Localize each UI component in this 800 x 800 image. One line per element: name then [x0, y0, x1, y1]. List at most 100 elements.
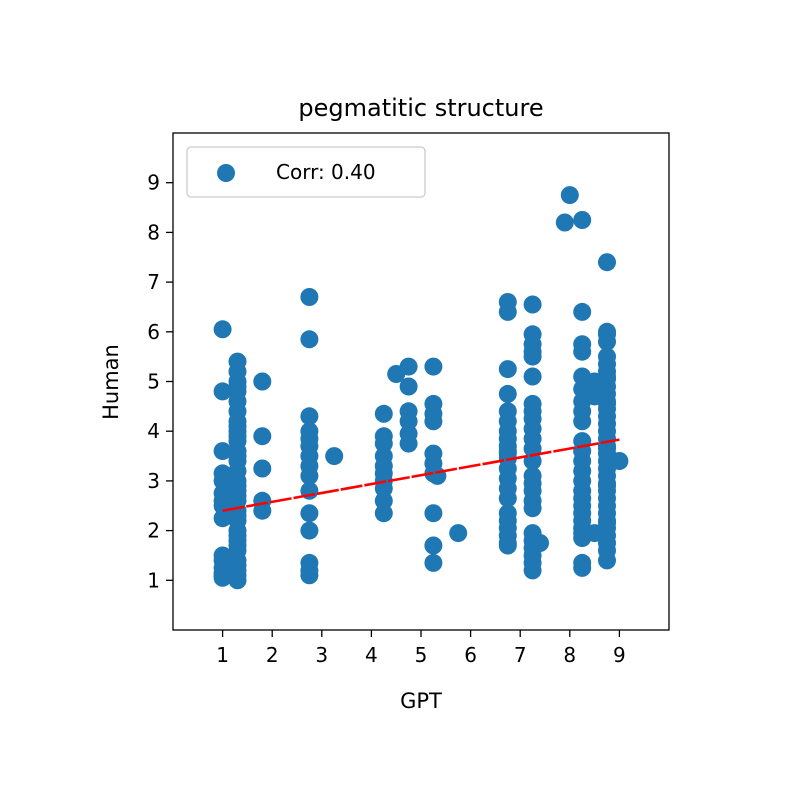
data-point: [300, 407, 319, 426]
data-point: [300, 466, 319, 485]
y-tick-label: 2: [147, 519, 160, 543]
data-point: [228, 377, 247, 396]
data-point: [573, 211, 592, 229]
data-point: [399, 357, 418, 376]
x-tick-label: 3: [315, 643, 328, 667]
y-tick-label: 5: [147, 370, 160, 394]
trend-layer: [222, 438, 620, 512]
data-point: [610, 452, 629, 470]
data-point: [228, 566, 247, 585]
data-point: [213, 551, 232, 570]
data-point: [498, 302, 517, 321]
data-point: [523, 561, 542, 580]
data-point: [573, 342, 592, 361]
data-point: [228, 427, 247, 446]
data-point: [325, 447, 344, 466]
data-point: [573, 302, 592, 321]
data-point: [531, 534, 549, 552]
data-point: [598, 253, 616, 272]
y-tick-label: 6: [147, 320, 160, 344]
data-point: [424, 536, 443, 555]
data-point: [598, 439, 616, 458]
data-point: [598, 325, 616, 344]
y-axis-label: Human: [99, 344, 123, 420]
data-point: [300, 521, 319, 540]
data-point: [498, 536, 517, 555]
data-point: [399, 434, 418, 453]
data-point: [523, 367, 542, 386]
data-point: [498, 489, 517, 508]
data-point: [300, 330, 319, 349]
chart-title: pegmatitic structure: [298, 94, 543, 122]
data-point: [424, 357, 443, 376]
x-tick-label: 8: [563, 643, 576, 667]
data-point: [300, 566, 319, 585]
data-point: [424, 553, 443, 572]
data-point: [498, 360, 517, 379]
data-point: [523, 347, 542, 366]
y-tick-label: 8: [147, 220, 160, 244]
data-point: [253, 427, 272, 446]
y-axis: 1 2 3 4 5 6 7 8 9: [147, 171, 173, 592]
x-tick-label: 1: [216, 643, 229, 667]
data-point: [523, 295, 542, 314]
y-tick-label: 7: [147, 270, 160, 294]
data-point: [228, 447, 247, 466]
data-point: [598, 476, 616, 495]
x-tick-label: 5: [415, 643, 428, 667]
data-point: [560, 186, 579, 205]
data-point: [300, 504, 319, 523]
y-tick-label: 9: [147, 171, 160, 195]
data-point: [399, 377, 418, 396]
data-point: [374, 504, 393, 523]
y-tick-label: 4: [147, 419, 160, 443]
x-tick-label: 7: [514, 643, 527, 667]
data-point: [228, 526, 247, 545]
data-point: [555, 213, 574, 232]
legend: Corr: 0.40: [186, 146, 426, 198]
y-tick-label: 1: [147, 568, 160, 592]
data-point: [374, 404, 393, 423]
data-point: [213, 320, 232, 339]
data-point: [523, 499, 542, 518]
x-axis: 1 2 3 4 5 6 7 8 9: [216, 630, 626, 667]
data-point: [228, 506, 247, 525]
data-point: [374, 434, 393, 453]
data-point: [399, 412, 418, 431]
trend-line: [222, 438, 620, 512]
data-point: [213, 442, 232, 461]
legend-marker: [217, 164, 235, 182]
legend-label: Corr: 0.40: [276, 160, 376, 184]
y-tick-label: 3: [147, 469, 160, 493]
x-tick-label: 6: [464, 643, 477, 667]
data-point: [213, 491, 232, 510]
data-point: [598, 394, 616, 413]
data-point: [598, 514, 616, 533]
data-point: [253, 501, 272, 520]
data-point: [374, 491, 393, 510]
legend-box: [186, 146, 426, 198]
data-point: [428, 466, 447, 485]
data-point: [573, 412, 592, 431]
data-point: [228, 486, 247, 505]
data-point: [213, 382, 232, 401]
x-axis-label: GPT: [400, 689, 442, 713]
data-point: [213, 568, 232, 587]
scatter-points: [213, 186, 629, 590]
data-point: [424, 412, 443, 431]
data-point: [213, 471, 232, 490]
data-point: [498, 442, 517, 461]
data-point: [300, 288, 319, 306]
data-point: [213, 509, 232, 528]
data-point: [598, 551, 616, 570]
data-point: [598, 367, 616, 386]
x-tick-label: 9: [613, 643, 626, 667]
x-tick-label: 2: [266, 643, 279, 667]
data-point: [253, 459, 272, 478]
data-point: [424, 504, 443, 523]
data-point: [498, 384, 517, 403]
data-point: [523, 452, 542, 470]
data-point: [449, 524, 468, 543]
data-point: [573, 558, 592, 577]
